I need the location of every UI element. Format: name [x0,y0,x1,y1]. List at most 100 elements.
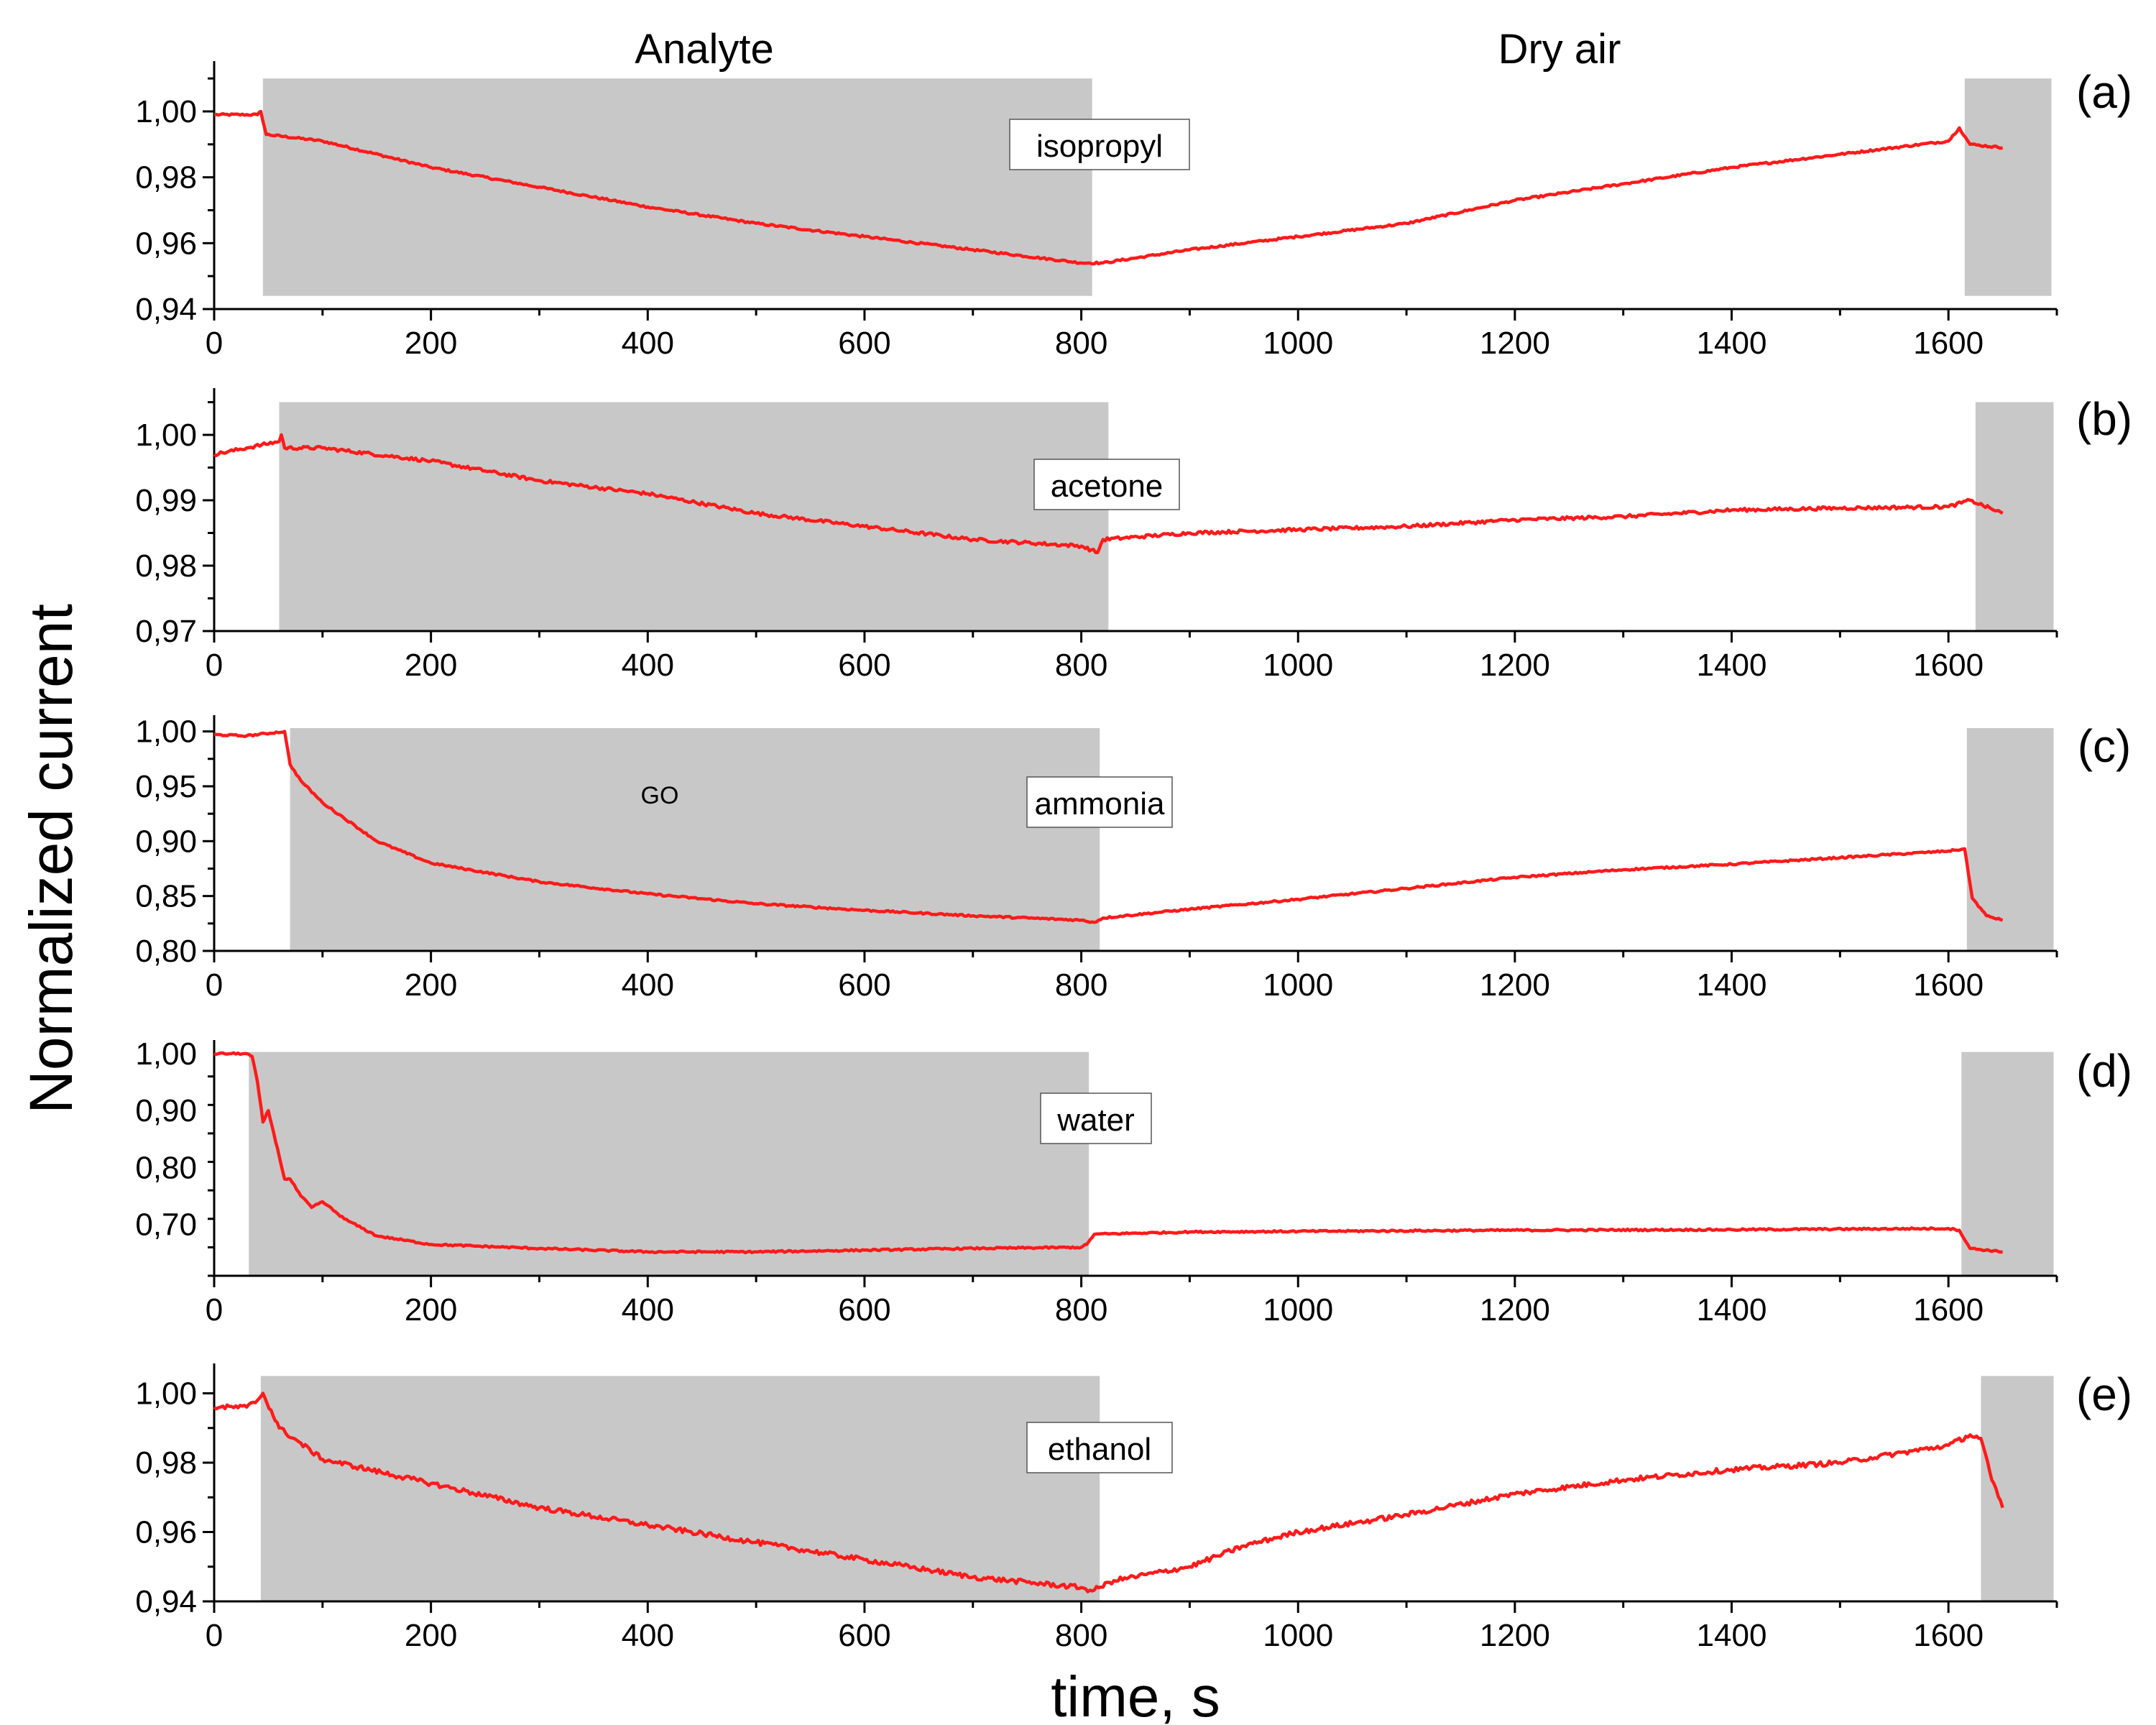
x-tick-label: 1000 [1263,967,1333,1003]
x-tick-label: 1000 [1263,326,1333,361]
x-tick-label: 1200 [1480,1292,1550,1328]
x-tick-label: 200 [405,967,457,1003]
x-axis-title: time, s [1051,1665,1220,1725]
x-tick-label: 200 [405,648,457,683]
analyte-label-box [1009,119,1190,170]
y-tick-label: 1,00 [135,1376,197,1412]
x-tick-label: 1400 [1697,1618,1767,1653]
shaded-interval [1966,728,2054,951]
series-line [213,1392,2004,1593]
x-tick-label: 1200 [1480,326,1550,361]
shaded-interval [249,1052,1089,1276]
shaded-interval [1964,78,2052,296]
y-tick-label: 0,94 [135,1584,197,1619]
x-tick-label: 600 [838,967,890,1003]
y-tick-label: 0,99 [135,483,197,518]
analyte-label: water [1056,1103,1135,1138]
x-tick-label: 600 [838,1292,890,1328]
x-tick-label: 600 [838,1618,890,1653]
x-tick-label: 1600 [1913,1292,1984,1328]
y-tick-label: 0,98 [135,548,197,584]
y-tick-label: 0,96 [135,226,197,261]
panel-label: (e) [2076,1368,2132,1420]
y-tick-label: 0,70 [135,1208,197,1243]
analyte-label-box [1026,1422,1173,1473]
x-tick-label: 600 [838,326,890,361]
shaded-interval [290,728,1100,951]
panel-label: (d) [2076,1045,2132,1097]
x-tick-label: 1400 [1697,967,1767,1003]
x-tick-label: 1600 [1913,326,1984,361]
x-tick-label: 1600 [1913,648,1984,683]
panel-a: 0 200 400 600 800 1000 1200 1400 1600 0,94 0,96 0,9… [135,61,2132,361]
analyte-label: ethanol [1048,1432,1151,1467]
x-tick-label: 200 [405,326,457,361]
x-tick-label: 0 [206,1292,223,1328]
x-tick-label: 400 [622,1618,674,1653]
x-tick-label: 1200 [1480,967,1550,1003]
y-tick-label: 0,80 [135,934,197,969]
x-tick-label: 800 [1055,326,1107,361]
shaded-interval [1981,1376,2054,1601]
panel-d: 0 200 400 600 800 1000 1200 1400 1600 0,70 0,80 0,9… [135,1036,2132,1328]
x-tick-label: 1000 [1263,1292,1333,1328]
y-tick-label: 0,98 [135,1445,197,1481]
x-tick-label: 800 [1055,967,1107,1003]
x-tick-label: 200 [405,1618,457,1653]
x-tick-label: 600 [838,648,890,683]
series-line [213,433,2004,555]
header-right: Dry air [1498,26,1621,73]
x-tick-label: 0 [206,326,223,361]
analyte-label-box [1040,1092,1152,1144]
shaded-interval [262,78,1092,296]
x-tick-label: 400 [622,326,674,361]
x-tick-label: 400 [622,648,674,683]
y-tick-label: 0,90 [135,1093,197,1128]
y-tick-label: 0,85 [135,879,197,914]
y-tick-label: 1,00 [135,714,197,750]
x-tick-label: 0 [206,1618,223,1653]
analyte-label: acetone [1051,469,1164,504]
x-tick-label: 800 [1055,1618,1107,1653]
x-tick-label: 1400 [1697,648,1767,683]
y-tick-label: 0,94 [135,292,197,327]
series-line [213,1051,2003,1255]
shaded-interval [1975,402,2054,631]
y-tick-label: 0,98 [135,160,197,196]
y-axis-title: Normalized current [17,604,85,1114]
panel-label: (b) [2076,393,2132,445]
y-tick-label: 0,95 [135,769,197,804]
header-left: Analyte [635,26,773,73]
y-tick-label: 0,80 [135,1150,197,1185]
x-tick-label: 800 [1055,648,1107,683]
shaded-interval [279,402,1109,631]
x-tick-label: 1000 [1263,1618,1333,1653]
x-tick-label: 400 [622,967,674,1003]
x-tick-label: 1400 [1697,1292,1767,1328]
analyte-label: ammonia [1035,786,1165,822]
panel-label: (a) [2076,66,2132,118]
shaded-interval [1961,1052,2054,1276]
x-tick-label: 800 [1055,1292,1107,1328]
y-tick-label: 1,00 [135,1036,197,1072]
panel-c: 0 200 400 600 800 1000 1200 1400 1600 0,80 0,85 0,9… [135,714,2131,1003]
y-tick-label: 0,97 [135,614,197,649]
panel-label: (c) [2078,720,2132,772]
x-tick-label: 1200 [1480,1618,1550,1653]
x-tick-label: 1600 [1913,1618,1984,1653]
analyte-label: isopropyl [1036,129,1163,164]
x-tick-label: 1400 [1697,326,1767,361]
x-tick-label: 0 [206,648,223,683]
x-tick-label: 200 [405,1292,457,1328]
shaded-interval [260,1376,1100,1601]
x-tick-label: 1000 [1263,648,1333,683]
x-tick-label: 1200 [1480,648,1550,683]
y-tick-label: 1,00 [135,94,197,129]
panel-b: 0 200 400 600 800 1000 1200 1400 1600 0,97 0,98 0,9… [135,388,2132,683]
x-tick-label: 0 [206,967,223,1003]
y-tick-label: 1,00 [135,418,197,453]
y-tick-label: 0,90 [135,824,197,859]
y-tick-label: 0,96 [135,1515,197,1550]
panels: 0 200 400 600 800 1000 1200 1400 1600 0,94 0,96 0,9… [135,61,2132,1653]
